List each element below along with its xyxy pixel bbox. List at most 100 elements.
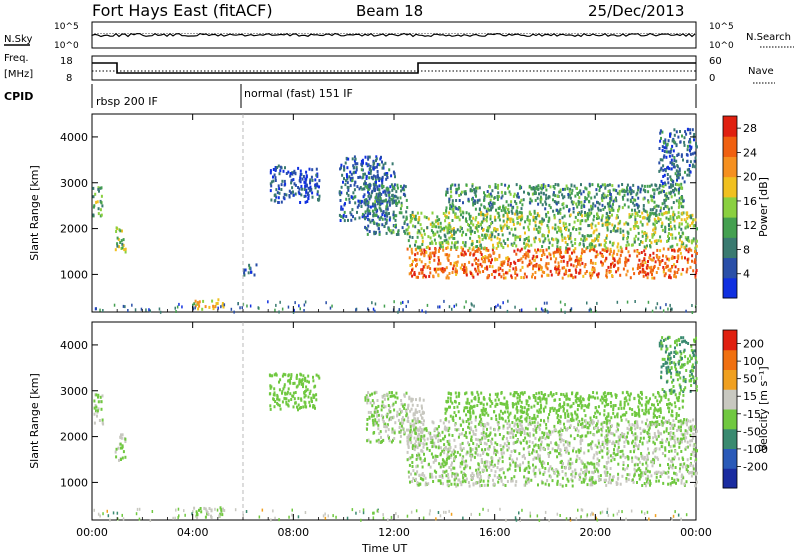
data-cell	[509, 203, 512, 207]
data-cell	[492, 269, 495, 273]
data-cell	[219, 512, 222, 516]
data-cell	[352, 164, 355, 168]
data-cell	[559, 219, 562, 223]
data-cell	[422, 445, 425, 449]
data-cell	[694, 258, 697, 262]
data-cell	[686, 260, 689, 264]
data-cell	[455, 187, 458, 191]
data-cell	[483, 191, 485, 195]
data-cell	[498, 195, 500, 199]
data-cell	[639, 426, 642, 430]
data-cell	[376, 162, 379, 166]
data-cell	[346, 177, 349, 181]
data-cell	[465, 192, 467, 196]
data-cell	[604, 205, 606, 209]
data-cell	[274, 199, 277, 202]
data-cell	[654, 420, 657, 424]
data-cell	[405, 409, 408, 413]
data-cell	[569, 193, 572, 197]
data-cell	[680, 272, 683, 276]
data-cell	[673, 159, 676, 162]
data-cell	[402, 404, 404, 408]
data-cell	[534, 186, 537, 190]
data-cell	[372, 202, 374, 206]
data-cell	[401, 226, 404, 230]
data-cell	[636, 456, 639, 460]
data-cell	[378, 223, 381, 227]
data-cell	[289, 377, 292, 380]
data-cell	[350, 218, 353, 222]
data-cell	[407, 428, 410, 432]
data-cell	[547, 234, 549, 238]
data-cell	[507, 210, 510, 214]
data-cell	[577, 202, 580, 206]
data-cell	[602, 207, 605, 211]
data-cell	[122, 243, 125, 247]
data-cell	[506, 217, 509, 221]
data-cell	[667, 307, 669, 311]
data-cell	[562, 439, 565, 443]
data-cell	[298, 406, 301, 410]
data-cell	[338, 190, 341, 194]
data-cell	[376, 187, 379, 191]
data-cell	[484, 448, 487, 452]
data-cell	[278, 404, 281, 408]
data-cell	[599, 474, 602, 478]
data-cell	[544, 467, 547, 470]
data-cell	[504, 475, 507, 479]
data-cell	[566, 247, 569, 251]
data-cell	[605, 246, 608, 250]
data-cell	[598, 202, 601, 206]
data-cell	[612, 251, 615, 255]
data-cell	[524, 220, 527, 224]
data-cell	[439, 305, 441, 309]
data-cell	[516, 192, 519, 196]
data-cell	[562, 259, 565, 263]
data-cell	[500, 226, 503, 230]
data-cell	[408, 475, 410, 479]
data-cell	[115, 447, 118, 451]
data-cell	[424, 263, 427, 266]
data-cell	[281, 390, 284, 394]
data-cell	[462, 215, 464, 219]
data-cell	[388, 218, 391, 222]
data-cell	[375, 157, 378, 161]
data-cell	[389, 216, 392, 220]
data-cell	[643, 249, 646, 253]
data-cell	[565, 483, 568, 487]
data-cell	[691, 152, 694, 156]
data-cell	[487, 256, 490, 260]
data-cell	[535, 264, 538, 268]
data-cell	[475, 257, 477, 261]
cpid-panel: CPID rbsp 200 IF normal (fast) 151 IF	[4, 84, 697, 108]
data-cell	[452, 207, 455, 211]
data-cell	[454, 213, 457, 217]
data-cell	[455, 428, 458, 432]
data-cell	[689, 140, 692, 144]
data-cell	[593, 268, 596, 272]
data-cell	[691, 221, 693, 225]
data-cell	[648, 184, 651, 188]
data-cell	[426, 446, 429, 450]
data-cell	[553, 186, 556, 190]
data-cell	[514, 468, 517, 472]
data-cell	[669, 233, 672, 237]
data-cell	[565, 465, 567, 469]
data-cell	[384, 422, 387, 426]
data-cell	[665, 192, 668, 196]
data-cell	[606, 226, 609, 230]
station-title: Fort Hays East (fitACF)	[92, 1, 273, 20]
colorbar-swatch	[723, 136, 737, 157]
data-cell	[498, 237, 501, 241]
data-cell	[346, 181, 349, 185]
data-cell	[688, 167, 691, 171]
data-cell	[653, 227, 656, 231]
data-cell	[624, 263, 627, 267]
data-cell	[317, 198, 319, 201]
data-cell	[474, 481, 477, 485]
data-cell	[243, 271, 246, 275]
data-cell	[420, 421, 423, 424]
data-cell	[536, 187, 539, 191]
data-cell	[537, 184, 540, 188]
data-cell	[222, 507, 224, 511]
